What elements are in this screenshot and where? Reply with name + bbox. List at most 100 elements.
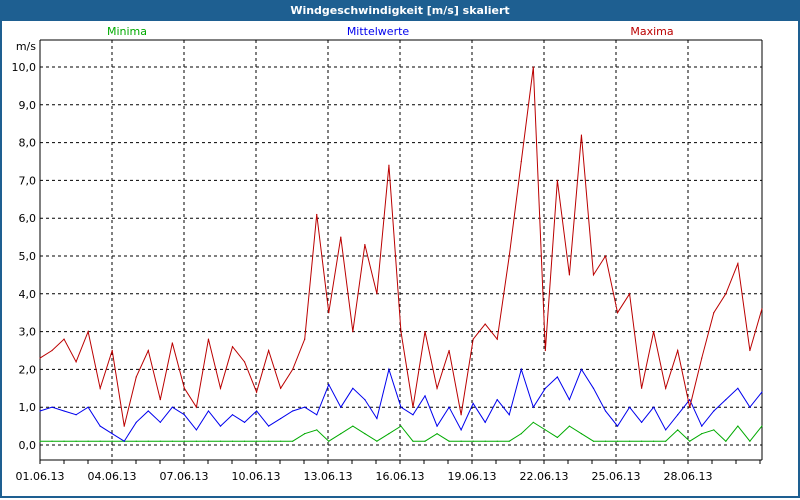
data-point-minima (701, 433, 703, 435)
data-point-maxima (665, 387, 667, 389)
data-point-maxima (39, 357, 41, 359)
data-point-mittelwerte (255, 410, 258, 412)
data-point-minima (544, 429, 546, 431)
y-tick-label: 8,0 (19, 137, 37, 150)
window-title: Windgeschwindigkeit [m/s] skaliert (0, 0, 800, 21)
data-point-minima (472, 440, 474, 442)
data-point-mittelwerte (713, 410, 715, 412)
data-point-maxima (219, 387, 222, 389)
data-point-maxima (424, 331, 426, 333)
data-point-maxima (183, 387, 185, 389)
data-point-maxima (75, 361, 77, 363)
data-point-mittelwerte (340, 406, 342, 408)
data-point-minima (725, 440, 727, 442)
data-point-maxima (472, 338, 474, 340)
data-point-maxima (388, 164, 390, 166)
data-point-maxima (352, 331, 354, 333)
legend-mittelwerte: Mittelwerte (347, 25, 410, 38)
data-point-mittelwerte (761, 391, 763, 393)
data-point-minima (665, 440, 667, 442)
data-point-mittelwerte (304, 406, 306, 408)
data-point-maxima (677, 349, 679, 352)
data-point-minima (689, 440, 691, 442)
data-point-maxima (641, 387, 643, 389)
data-point-maxima (556, 179, 558, 181)
data-point-minima (316, 429, 318, 431)
data-point-mittelwerte (725, 399, 727, 401)
data-point-maxima (460, 414, 462, 416)
data-point-minima (111, 440, 113, 442)
series-line-minima (40, 421, 763, 443)
data-point-mittelwerte (484, 421, 486, 423)
data-point-minima (653, 440, 655, 442)
data-point-minima (376, 440, 378, 442)
data-point-mittelwerte (292, 410, 294, 412)
data-point-minima (448, 440, 450, 442)
data-point-maxima (580, 134, 583, 136)
data-point-mittelwerte (147, 410, 149, 412)
data-point-maxima (592, 274, 595, 276)
data-point-maxima (761, 308, 763, 310)
data-point-maxima (243, 361, 246, 363)
data-point-maxima (340, 236, 342, 238)
data-point-mittelwerte (183, 414, 185, 416)
data-point-maxima (544, 349, 546, 352)
data-point-maxima (123, 425, 125, 427)
data-point-minima (255, 440, 258, 442)
data-point-mittelwerte (195, 429, 198, 431)
data-point-mittelwerte (665, 429, 667, 431)
data-point-minima (352, 425, 354, 427)
data-point-maxima (412, 406, 414, 408)
data-point-minima (713, 429, 715, 431)
data-point-minima (195, 440, 198, 442)
data-point-maxima (725, 293, 727, 295)
series-line-mittelwerte (39, 367, 763, 442)
data-point-minima (280, 440, 282, 442)
data-point-mittelwerte (568, 399, 571, 401)
data-point-maxima (653, 331, 655, 333)
data-point-mittelwerte (159, 421, 161, 423)
x-tick-label: 01.06.13 (16, 470, 65, 483)
data-point-minima (749, 440, 751, 442)
series-line-maxima (39, 66, 763, 427)
data-point-minima (556, 436, 558, 439)
data-point-mittelwerte (412, 414, 414, 416)
x-tick-label: 16.06.13 (376, 470, 425, 483)
y-tick-label: 4,0 (19, 288, 37, 301)
data-point-mittelwerte (63, 410, 65, 412)
data-point-minima (388, 433, 390, 435)
data-point-minima (761, 425, 763, 427)
data-point-maxima (508, 255, 510, 257)
data-point-mittelwerte (87, 406, 89, 408)
data-point-maxima (749, 349, 751, 352)
data-point-minima (677, 429, 679, 431)
data-point-mittelwerte (352, 387, 354, 389)
x-tick-label: 28.06.13 (664, 470, 713, 483)
data-point-mittelwerte (123, 440, 125, 442)
data-point-minima (364, 433, 366, 435)
data-point-minima (592, 440, 595, 442)
data-point-minima (147, 440, 149, 442)
data-point-maxima (713, 312, 715, 314)
data-point-mittelwerte (604, 410, 607, 412)
data-point-maxima (701, 357, 703, 359)
data-point-maxima (135, 376, 137, 378)
data-point-minima (268, 440, 270, 442)
data-point-maxima (532, 66, 534, 68)
legend-maxima: Maxima (630, 25, 673, 38)
data-point-minima (400, 425, 402, 427)
data-point-maxima (147, 349, 149, 352)
data-point-minima (484, 440, 486, 442)
data-point-mittelwerte (75, 414, 77, 416)
data-point-maxima (268, 349, 270, 352)
data-point-minima (183, 440, 185, 442)
data-point-minima (135, 440, 137, 442)
y-axis-label: m/s (16, 40, 36, 53)
data-point-mittelwerte (737, 387, 739, 389)
data-point-mittelwerte (628, 406, 631, 408)
x-tick-label: 10.06.13 (232, 470, 281, 483)
data-point-maxima (207, 338, 210, 340)
data-point-mittelwerte (436, 425, 438, 427)
data-point-minima (159, 440, 161, 442)
